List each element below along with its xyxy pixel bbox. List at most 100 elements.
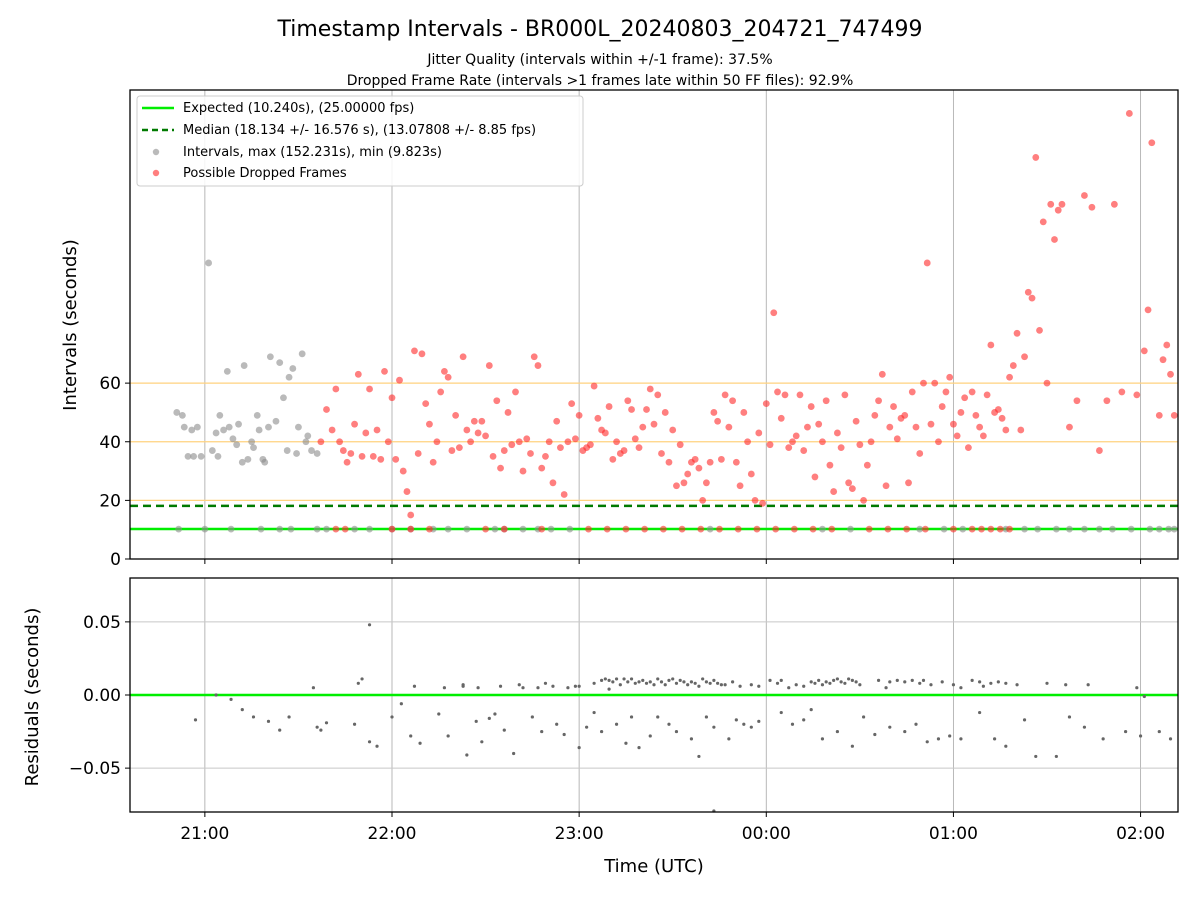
interval-point (1066, 525, 1073, 533)
residual-point (978, 680, 982, 684)
dropped-frame-point (575, 411, 583, 419)
dropped-frame-point (1118, 388, 1126, 396)
dropped-frame-point (676, 441, 684, 449)
dropped-frame-point (590, 382, 598, 390)
dropped-frame-point (691, 455, 699, 463)
dropped-frame-point (463, 426, 471, 434)
interval-point (298, 350, 306, 358)
interval-point (463, 525, 471, 533)
residual-point (959, 737, 963, 741)
dropped-frame-point (815, 420, 823, 428)
dropped-frame-point (669, 426, 677, 434)
dropped-frame-point (772, 525, 780, 533)
dropped-frame-point (426, 525, 433, 533)
interval-point (1155, 525, 1163, 533)
dropped-frame-point (785, 444, 793, 452)
dropped-frame-point (377, 455, 385, 463)
interval-point (272, 417, 280, 425)
dropped-frame-point (736, 482, 744, 490)
dropped-frame-point (586, 441, 594, 449)
dropped-frame-point (1002, 426, 1010, 434)
residual-point (686, 683, 690, 687)
dropped-frame-point (1036, 326, 1043, 334)
residual-point (592, 681, 596, 685)
dropped-frame-point (848, 485, 856, 493)
residual-point (876, 678, 881, 682)
interval-point (205, 259, 213, 267)
residual-point (543, 681, 548, 685)
dropped-frame-point (856, 441, 864, 449)
residual-point (502, 728, 506, 732)
dropped-frame-point (1170, 411, 1178, 419)
residual-point (480, 740, 484, 744)
residual-point (360, 677, 364, 681)
dropped-frame-point (1103, 397, 1111, 405)
dropped-frame-point (882, 482, 890, 490)
interval-point (233, 441, 241, 449)
interval-point (706, 525, 714, 533)
residual-point (749, 683, 753, 687)
dropped-frame-point (807, 403, 815, 410)
interval-point (323, 525, 330, 533)
dropped-frame-point (903, 525, 911, 533)
residual-point (903, 680, 907, 684)
dropped-frame-point (1144, 306, 1152, 314)
residual-point (618, 683, 622, 687)
bottom-x-ticks: 21:00 22:00 23:00 00:00 01:00 02:00 (180, 812, 1165, 844)
dropped-frame-point (684, 470, 692, 478)
dropped-frame-point (603, 525, 611, 533)
dropped-frame-point (983, 391, 991, 399)
residual-point (940, 680, 944, 684)
dropped-frame-point (968, 388, 976, 396)
residual-point (993, 737, 997, 741)
residual-point (1064, 683, 1068, 687)
dropped-frame-point (865, 525, 873, 533)
interval-point (940, 525, 948, 533)
interval-point (313, 525, 321, 533)
interval-point (223, 368, 231, 375)
dropped-frame-point (753, 525, 761, 533)
dropped-frame-point (1009, 362, 1017, 369)
dropped-frame-point (884, 525, 892, 533)
residual-point (951, 683, 956, 687)
interval-point (212, 429, 220, 437)
dropped-frame-point (504, 409, 512, 416)
dropped-frame-point (957, 409, 965, 416)
dropped-frame-point (622, 525, 630, 533)
residual-point (671, 677, 675, 681)
dropped-frame-point (448, 447, 456, 454)
dropped-frame-point (942, 388, 950, 396)
residual-point (895, 678, 899, 682)
residual-point (437, 712, 441, 716)
residual-point (577, 684, 581, 688)
residual-point (790, 722, 795, 726)
dropped-frame-point (624, 397, 632, 405)
residual-point (555, 722, 559, 726)
residual-point (704, 680, 709, 684)
residual-point (978, 710, 982, 715)
residual-point (734, 718, 738, 722)
residual-point (850, 678, 854, 682)
interval-point (175, 525, 183, 533)
dropped-frame-point (987, 525, 995, 533)
dropped-frame-point (886, 423, 894, 431)
dropped-frame-point (478, 417, 486, 425)
dropped-frame-point (699, 496, 707, 504)
top-scatter-points (173, 110, 1178, 533)
residual-point (446, 734, 450, 738)
residual-point (540, 729, 544, 734)
residual-point (832, 678, 836, 682)
residual-point (607, 678, 611, 682)
residual-point (530, 715, 534, 719)
residual-point (652, 683, 656, 687)
dropped-frame-point (341, 525, 349, 533)
residual-point (418, 741, 422, 745)
interval-point (208, 447, 216, 454)
residual-point (1034, 754, 1038, 759)
x-tick-label: 23:00 (555, 824, 604, 844)
top-axes-frame (129, 89, 1179, 560)
residual-point (959, 686, 963, 690)
interval-point (220, 426, 227, 434)
residual-point (817, 678, 821, 682)
dropped-frame-point (871, 411, 879, 419)
